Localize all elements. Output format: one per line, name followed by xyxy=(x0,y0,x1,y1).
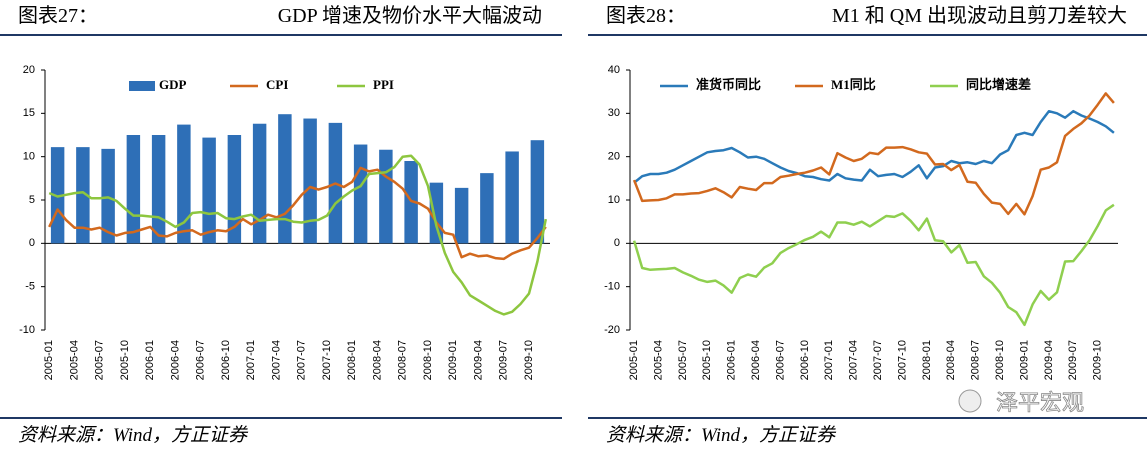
bar xyxy=(76,147,90,244)
source-note: 资料来源：Wind，方正证券 xyxy=(18,424,249,446)
source-note: 资料来源：Wind，方正证券 xyxy=(606,424,837,446)
x-tick-label: 2007-10 xyxy=(321,340,333,380)
bar xyxy=(252,123,267,244)
x-tick-label: 2006-07 xyxy=(774,340,786,380)
y-tick-label: -20 xyxy=(604,324,620,336)
legend-label: GDP xyxy=(159,77,187,92)
x-tick-label: 2005-04 xyxy=(68,340,80,380)
x-tick-label: 2005-04 xyxy=(652,340,664,380)
watermark-text: 泽平宏观 xyxy=(996,391,1084,416)
x-tick-label: 2007-01 xyxy=(245,340,257,380)
x-tick-label: 2008-01 xyxy=(346,340,358,380)
x-tick-label: 2006-10 xyxy=(799,340,811,380)
bar xyxy=(227,135,242,244)
bar xyxy=(454,187,469,244)
x-tick-label: 2005-10 xyxy=(119,340,131,380)
x-tick-label: 2005-10 xyxy=(701,340,713,380)
bar xyxy=(126,135,141,244)
y-tick-label: 0 xyxy=(29,237,35,249)
x-tick-label: 2008-04 xyxy=(371,340,383,380)
line xyxy=(48,154,548,316)
x-tick-label: 2009-04 xyxy=(472,340,484,380)
x-tick-label: 2007-04 xyxy=(270,340,282,380)
bar xyxy=(480,173,494,244)
x-tick-label: 2005-07 xyxy=(677,340,689,380)
x-tick-label: 2009-01 xyxy=(1018,340,1030,380)
bar xyxy=(151,135,166,244)
y-tick-label: 0 xyxy=(614,237,620,249)
x-tick-label: 2007-07 xyxy=(872,340,884,380)
x-tick-label: 2008-07 xyxy=(970,340,982,380)
line xyxy=(48,166,547,261)
x-tick-label: 2009-10 xyxy=(1092,340,1104,380)
x-tick-label: 2009-04 xyxy=(1043,340,1055,380)
x-tick-label: 2007-10 xyxy=(896,340,908,380)
bar xyxy=(530,140,545,244)
legend-label: CPI xyxy=(266,77,288,92)
bar xyxy=(278,114,292,244)
x-tick-label: 2006-10 xyxy=(220,340,232,380)
legend-label: PPI xyxy=(373,77,394,92)
x-tick-label: 2008-04 xyxy=(945,340,957,380)
figure-label: 图表28： xyxy=(606,4,686,27)
legend-label: 同比增速差 xyxy=(966,77,1031,92)
y-tick-label: -10 xyxy=(604,281,620,293)
bar xyxy=(177,124,191,244)
x-tick-label: 2005-07 xyxy=(94,340,106,380)
bar xyxy=(202,137,216,244)
x-tick-label: 2006-04 xyxy=(750,340,762,380)
x-tick-label: 2009-01 xyxy=(447,340,459,380)
bar xyxy=(505,151,519,244)
y-tick-label: 10 xyxy=(608,194,620,206)
x-tick-label: 2006-01 xyxy=(726,340,738,380)
x-tick-label: 2007-07 xyxy=(296,340,308,380)
x-tick-label: 2006-07 xyxy=(195,340,207,380)
y-tick-label: 20 xyxy=(23,64,35,76)
x-tick-label: 2005-01 xyxy=(43,340,55,380)
x-tick-label: 2008-10 xyxy=(994,340,1006,380)
legend-label: M1同比 xyxy=(831,77,876,92)
chart-title: M1 和 QM 出现波动且剪刀差较大 xyxy=(832,4,1127,27)
x-tick-label: 2008-07 xyxy=(397,340,409,380)
x-tick-label: 2009-07 xyxy=(498,340,510,380)
line xyxy=(632,203,1115,327)
y-tick-label: 20 xyxy=(608,151,620,163)
y-tick-label: 5 xyxy=(29,194,35,206)
y-tick-label: -5 xyxy=(25,281,35,293)
bar xyxy=(303,118,317,244)
x-tick-label: 2008-10 xyxy=(422,340,434,380)
bar xyxy=(101,148,115,244)
y-tick-label: 10 xyxy=(23,151,35,163)
legend-swatch xyxy=(129,81,155,91)
bar xyxy=(353,144,368,244)
x-tick-label: 2009-10 xyxy=(523,340,535,380)
x-tick-label: 2007-01 xyxy=(823,340,835,380)
line xyxy=(632,92,1115,216)
line xyxy=(633,109,1115,184)
x-tick-label: 2005-01 xyxy=(628,340,640,380)
watermark-icon xyxy=(958,389,982,413)
bar xyxy=(379,149,393,244)
x-tick-label: 2007-04 xyxy=(848,340,860,380)
x-tick-label: 2006-04 xyxy=(169,340,181,380)
x-tick-label: 2009-07 xyxy=(1067,340,1079,380)
y-tick-label: 30 xyxy=(608,107,620,119)
figure-label: 图表27： xyxy=(18,4,98,27)
x-tick-label: 2006-01 xyxy=(144,340,156,380)
y-tick-label: 40 xyxy=(608,64,620,76)
y-tick-label: -10 xyxy=(19,324,35,336)
legend-label: 准货币同比 xyxy=(696,77,761,92)
x-tick-label: 2008-01 xyxy=(921,340,933,380)
chart-title: GDP 增速及物价水平大幅波动 xyxy=(278,4,542,27)
watermark: 泽平宏观 xyxy=(958,389,1084,416)
y-tick-label: 15 xyxy=(23,107,35,119)
